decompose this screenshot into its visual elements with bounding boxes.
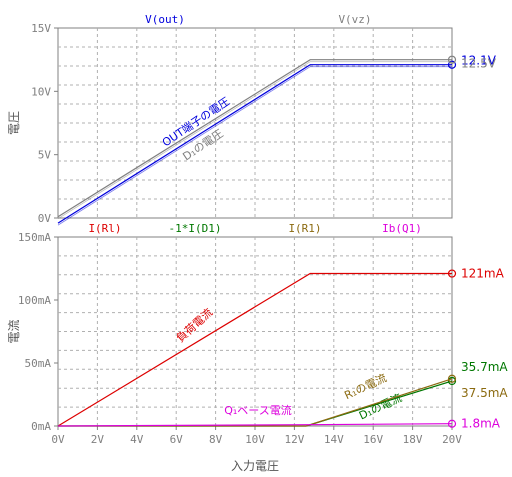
y-axis-label: 電流 xyxy=(7,319,21,343)
end-value-label: 37.5mA xyxy=(461,386,508,400)
y-tick-label: 0V xyxy=(38,212,52,225)
end-value-label: 12.1V xyxy=(461,54,497,68)
end-marker xyxy=(447,419,457,428)
end-value-label: 121mA xyxy=(461,267,505,281)
x-tick-label: 8V xyxy=(209,433,223,446)
x-tick-label: 2V xyxy=(91,433,105,446)
end-marker xyxy=(447,269,457,278)
x-tick-label: 16V xyxy=(363,433,383,446)
series-line xyxy=(57,64,452,224)
end-value-label: 35.7mA xyxy=(461,360,508,374)
legend-i-r1-: I(R1) xyxy=(288,222,321,235)
legend-v-out-: V(out) xyxy=(145,13,185,26)
x-axis-label: 入力電圧 xyxy=(231,459,279,473)
end-marker xyxy=(447,376,457,386)
y-tick-label: 50mA xyxy=(25,357,52,370)
end-value-label: 1.8mA xyxy=(461,417,501,431)
series-line-shadow xyxy=(57,61,452,220)
legend-i-rl-: I(Rl) xyxy=(88,222,121,235)
end-marker xyxy=(447,374,457,383)
x-tick-label: 6V xyxy=(170,433,184,446)
x-tick-label: 4V xyxy=(130,433,144,446)
series-annotation: Q₁ベース電流 xyxy=(224,403,292,417)
series-line-shadow xyxy=(57,66,452,226)
y-tick-label: 100mA xyxy=(18,294,51,307)
series-line xyxy=(57,272,452,427)
y-tick-label: 15V xyxy=(31,22,51,35)
y-tick-label: 5V xyxy=(38,149,52,162)
voltage-panel: 0V5V10V15V電圧V(out)12.1VOUT端子の電圧V(vz)12.5… xyxy=(7,13,497,226)
legend--1-i-d1-: -1*I(D1) xyxy=(169,222,222,235)
x-tick-label: 10V xyxy=(245,433,265,446)
y-tick-label: 0mA xyxy=(31,420,51,433)
x-tick-label: 14V xyxy=(324,433,344,446)
end-value-label: 12.5V xyxy=(461,57,497,71)
plot-frame xyxy=(57,27,453,219)
end-marker xyxy=(447,60,457,69)
y-tick-label: 150mA xyxy=(18,231,51,244)
series-line xyxy=(57,59,452,218)
x-tick-label: 12V xyxy=(284,433,304,446)
x-tick-label: 0V xyxy=(51,433,65,446)
end-marker xyxy=(447,55,457,64)
x-tick-label: 20V xyxy=(442,433,462,446)
current-panel: 0mA 50mA 100mA 150mA 電流 0V 2V 4V 6V 8V 10V 12V 14V 16… xyxy=(7,222,508,473)
y-axis-label: 電圧 xyxy=(7,111,21,135)
y-tick-label: 10V xyxy=(31,85,51,98)
series-line xyxy=(57,423,453,427)
legend-v-vz-: V(vz) xyxy=(338,13,371,26)
x-tick-label: 18V xyxy=(403,433,423,446)
legend-ib-q1-: Ib(Q1) xyxy=(382,222,422,235)
